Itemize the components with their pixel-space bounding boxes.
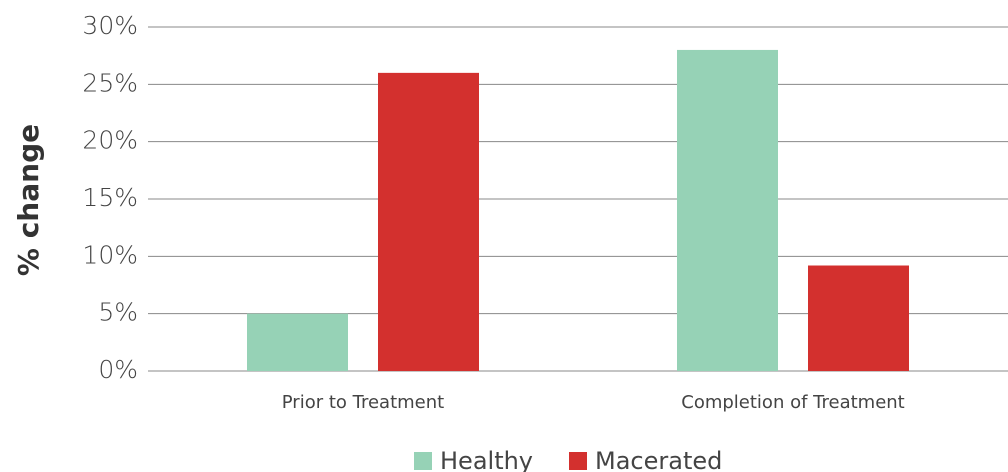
bar [677, 49, 778, 371]
y-tick-label: 0% [98, 355, 138, 384]
y-tick-label: 20% [82, 126, 138, 155]
y-tick-label: 15% [82, 183, 138, 212]
y-tick-label: 25% [82, 68, 138, 97]
y-tick-label: 30% [82, 11, 138, 40]
legend-swatch [569, 452, 587, 470]
y-tick-label: 5% [98, 298, 138, 327]
bar [378, 72, 479, 371]
legend-swatch [414, 452, 432, 470]
bar [247, 313, 348, 371]
legend-label: Healthy [440, 447, 533, 472]
x-tick-label: Completion of Treatment [681, 392, 904, 413]
x-tick-label: Prior to Treatment [282, 392, 444, 413]
bar [808, 265, 909, 371]
y-axis-label: % change [12, 124, 45, 276]
y-tick-label: 10% [82, 240, 138, 269]
legend-label: Macerated [595, 447, 722, 472]
